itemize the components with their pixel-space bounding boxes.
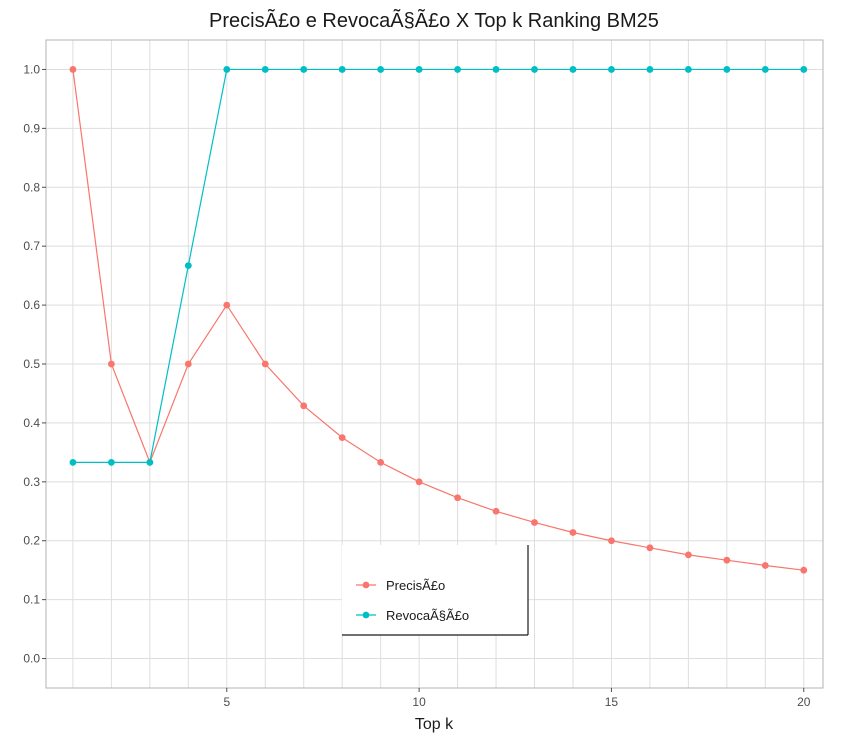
data-point xyxy=(684,551,692,559)
y-tick-label: 0.5 xyxy=(23,357,40,371)
data-point xyxy=(69,66,77,73)
series-line-1 xyxy=(72,69,804,571)
data-point xyxy=(608,537,615,545)
data-point xyxy=(531,66,538,73)
data-point xyxy=(761,562,769,569)
y-axis: 0.0 0.1 0.2 0.3 0.4 0.5 0.6 0.7 0.8 0.9 1.0 xyxy=(23,62,46,666)
data-point xyxy=(454,494,461,502)
data-point xyxy=(338,66,346,73)
y-tick-label: 0.7 xyxy=(23,239,40,253)
data-point xyxy=(184,262,192,270)
data-point xyxy=(454,66,461,73)
x-tick-label: 15 xyxy=(605,695,619,709)
data-point xyxy=(415,66,423,73)
legend-key-point xyxy=(362,581,370,589)
data-point xyxy=(684,66,692,73)
x-tick-label: 10 xyxy=(412,695,426,709)
legend-label: RevocaÃ§Ã£o xyxy=(386,608,469,623)
data-point xyxy=(608,66,615,73)
chart-title: PrecisÃ£o e RevocaÃ§Ã£o X Top k Ranking … xyxy=(209,8,659,32)
data-point xyxy=(146,458,154,466)
data-point xyxy=(184,360,192,368)
data-point xyxy=(69,458,77,466)
data-point xyxy=(569,66,577,73)
y-tick-label: 0.1 xyxy=(23,593,40,607)
legend: PrecisÃ£o RevocaÃ§Ã£o xyxy=(342,545,529,636)
data-point xyxy=(377,66,385,73)
y-tick-label: 0.6 xyxy=(23,298,40,312)
legend-key-point xyxy=(362,611,370,619)
data-point xyxy=(261,360,269,368)
y-tick-label: 0.4 xyxy=(23,416,40,430)
y-tick-label: 1.0 xyxy=(23,62,40,76)
data-point xyxy=(338,434,346,442)
data-point xyxy=(531,519,538,526)
y-tick-label: 0.0 xyxy=(23,652,40,666)
data-point xyxy=(723,66,731,73)
data-point xyxy=(800,566,808,574)
data-point xyxy=(569,529,577,536)
x-axis-title: Top k xyxy=(415,716,454,733)
data-point xyxy=(761,66,769,73)
data-point xyxy=(223,301,231,309)
y-tick-label: 0.9 xyxy=(23,121,40,135)
data-point xyxy=(223,66,231,73)
data-point xyxy=(492,507,500,515)
legend-label: PrecisÃ£o xyxy=(386,578,445,593)
data-point xyxy=(646,544,654,552)
series-layer xyxy=(69,66,808,574)
x-tick-label: 5 xyxy=(223,695,230,709)
y-tick-label: 0.8 xyxy=(23,180,40,194)
x-tick-label: 20 xyxy=(797,695,811,709)
data-point xyxy=(646,66,654,73)
data-point xyxy=(492,66,500,73)
data-point xyxy=(261,66,269,73)
data-point xyxy=(415,478,423,486)
data-point xyxy=(300,66,308,73)
data-point xyxy=(377,458,385,466)
data-point xyxy=(300,402,308,410)
data-point xyxy=(107,458,115,466)
series-line-2 xyxy=(72,68,804,463)
y-tick-label: 0.2 xyxy=(23,534,40,548)
legend-box xyxy=(342,545,528,635)
data-point xyxy=(107,360,115,368)
y-tick-label: 0.3 xyxy=(23,475,40,489)
data-point xyxy=(800,66,808,73)
data-point xyxy=(723,556,731,564)
x-axis: 5 10 15 20 xyxy=(223,688,811,709)
